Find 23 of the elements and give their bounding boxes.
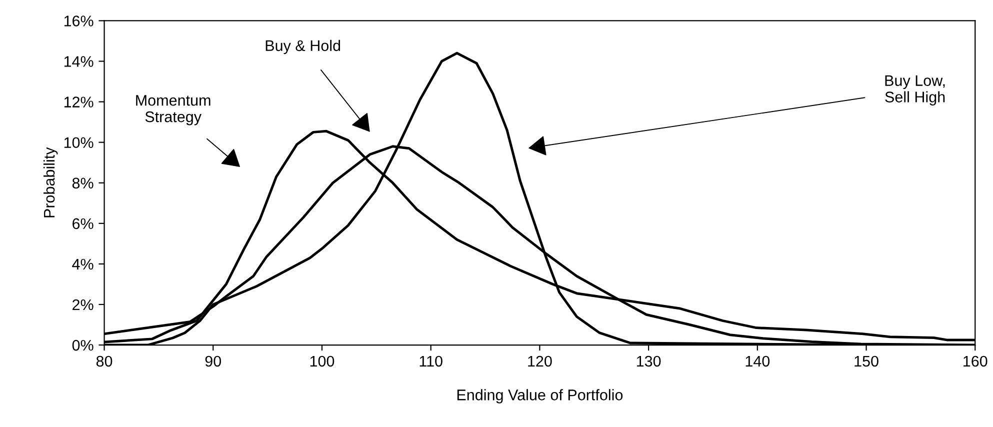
x-axis-title: Ending Value of Portfolio [457,389,623,404]
y-tick-label: 12% [64,96,94,108]
x-tick-label: 80 [96,356,112,367]
y-axis-title: Probability [43,147,58,218]
x-tick-label: 140 [746,356,770,367]
y-tick-label: 6% [72,218,94,230]
y-tick-label: 4% [72,258,94,270]
x-tick-label: 90 [205,356,222,367]
x-tick-label: 120 [528,356,552,367]
y-tick-label: 10% [64,137,94,148]
x-tick-label: 110 [420,356,442,367]
annotation: Buy & Hold [266,40,340,54]
annotation: Momentum Strategy [136,95,210,126]
y-tick-label: 8% [72,178,94,189]
y-tick-label: 2% [72,299,94,310]
annotation: Buy Low, Sell High [885,75,945,106]
x-tick-label: 150 [854,356,878,367]
x-tick-label: 130 [636,356,661,367]
x-tick-label: 160 [964,356,988,367]
y-tick-label: 0% [72,340,94,351]
x-tick-label: 100 [310,356,334,367]
y-tick-label: 14% [64,56,94,67]
y-tick-label: 16% [64,16,94,26]
